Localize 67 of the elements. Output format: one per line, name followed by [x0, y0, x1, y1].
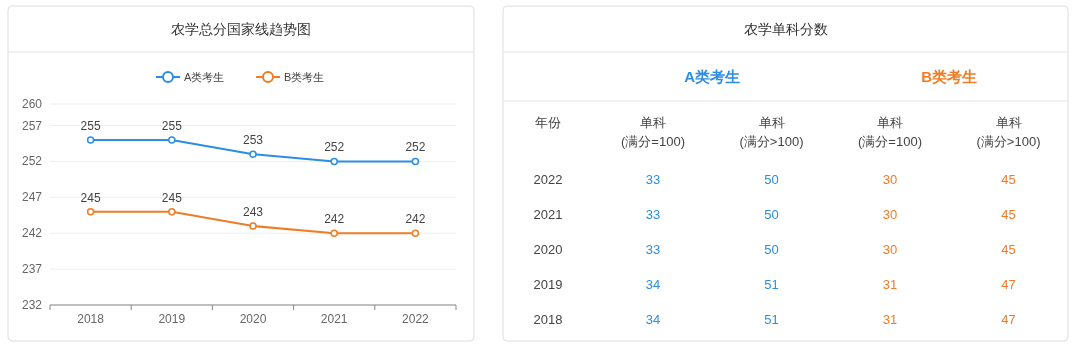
data-label: 30: [882, 207, 898, 222]
x-tick-label: 单科 (满分=100): [621, 115, 685, 149]
data-label: 31: [882, 312, 898, 327]
data-label: 33: [645, 242, 661, 257]
x-tick-label: 单科 (满分>100): [739, 115, 804, 149]
x-tick-label: 2018: [77, 312, 105, 326]
legend-label: B类考生: [284, 71, 325, 83]
point: [86, 136, 95, 144]
point: [168, 136, 176, 144]
data-label: 33: [645, 207, 661, 222]
point: [249, 222, 257, 230]
x-tick-label: 2021: [320, 312, 348, 326]
y-tick-label: 2022: [533, 172, 563, 187]
data-label: 30: [882, 242, 898, 257]
y-tick-label: 2019: [533, 277, 563, 292]
y-tick-label: 2020: [533, 242, 563, 257]
x-tick-label: 2019: [158, 312, 186, 326]
data-label: 253: [242, 133, 264, 148]
text: A类考生: [684, 68, 741, 85]
data-label: 45: [1001, 207, 1016, 222]
point: [411, 229, 420, 237]
data-label: 33: [645, 172, 661, 187]
data-label: 47: [1001, 312, 1016, 327]
point: [249, 150, 257, 158]
y-tick-label: 257: [21, 118, 43, 133]
y-tick-label: 232: [21, 298, 43, 312]
data-label: 255: [161, 118, 183, 133]
y-tick-label: 247: [21, 190, 43, 205]
y-tick-label: 242: [21, 226, 43, 241]
point: [168, 207, 176, 216]
data-label: 245: [80, 190, 101, 205]
data-label: 252: [405, 140, 426, 155]
data-label: 50: [764, 242, 779, 257]
point: [330, 229, 338, 237]
x-tick-label: 2020: [239, 312, 267, 326]
y-axis-title: 年份: [535, 115, 561, 130]
data-label: 50: [764, 207, 779, 222]
data-label: 45: [1001, 172, 1016, 187]
y-tick-label: 2021: [533, 207, 563, 222]
point: [411, 157, 420, 166]
y-tick-label: 252: [21, 154, 43, 169]
x-tick-label: 单科 (满分=100): [858, 115, 922, 149]
x-tick-label: 2022: [402, 312, 430, 326]
data-label: 51: [764, 277, 779, 292]
text: B类考生: [921, 68, 978, 85]
data-label: 245: [161, 190, 183, 205]
data-label: 34: [645, 277, 661, 292]
data-label: 51: [764, 312, 779, 327]
data-label: 47: [1001, 277, 1016, 292]
chart-title: 农学总分国家线趋势图: [171, 21, 311, 37]
data-label: 50: [764, 172, 779, 187]
point: [330, 157, 338, 166]
data-label: 31: [882, 277, 898, 292]
data-label: 242: [324, 212, 345, 227]
data-label: 242: [405, 212, 426, 227]
data-label: 45: [1001, 242, 1016, 257]
y-tick-label: 260: [21, 97, 43, 111]
data-label: 30: [882, 172, 898, 187]
chart-title: 农学单科分数: [743, 21, 828, 37]
legend-label: A类考生: [184, 71, 225, 83]
y-tick-label: 237: [21, 262, 43, 277]
data-label: 243: [242, 205, 264, 220]
data-label: 252: [324, 140, 345, 155]
data-label: 255: [80, 118, 101, 133]
data-label: 34: [645, 312, 661, 327]
x-tick-label: 单科 (满分>100): [976, 115, 1041, 149]
point: [86, 207, 95, 216]
